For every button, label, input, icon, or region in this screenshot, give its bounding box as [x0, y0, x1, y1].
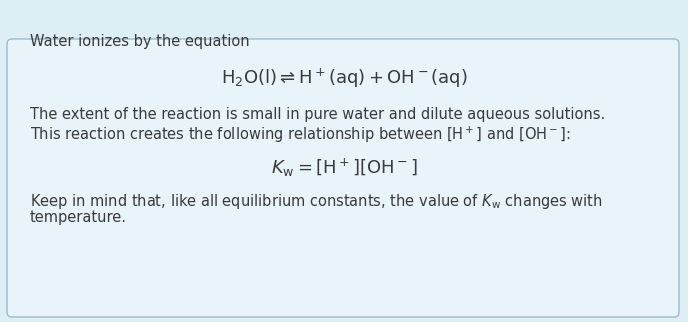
Text: This reaction creates the following relationship between $\mathrm{[H^+]}$ and $\: This reaction creates the following rela…	[30, 125, 571, 145]
FancyBboxPatch shape	[7, 39, 679, 317]
Text: temperature.: temperature.	[30, 210, 127, 225]
Text: Water ionizes by the equation: Water ionizes by the equation	[30, 34, 250, 49]
Text: Keep in mind that, like all equilibrium constants, the value of $K_\mathrm{w}$ c: Keep in mind that, like all equilibrium …	[30, 192, 603, 211]
Text: $\mathrm{H_2O(l) \rightleftharpoons H^+(aq) + OH^-(aq)}$: $\mathrm{H_2O(l) \rightleftharpoons H^+(…	[221, 67, 467, 90]
Text: The extent of the reaction is small in pure water and dilute aqueous solutions.: The extent of the reaction is small in p…	[30, 107, 605, 122]
Text: $K_\mathrm{w} = \mathrm{[H^+][OH^-]}$: $K_\mathrm{w} = \mathrm{[H^+][OH^-]}$	[270, 157, 418, 179]
